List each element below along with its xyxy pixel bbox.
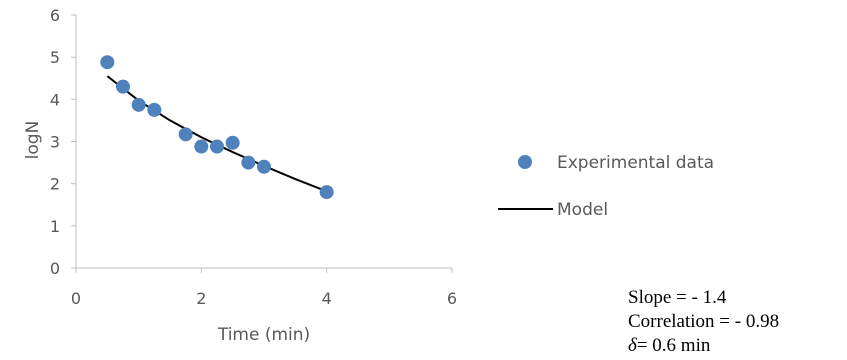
x-axis-title: Time (min) — [217, 325, 310, 345]
x-tick-label: 2 — [196, 289, 206, 308]
model-series — [106, 75, 328, 193]
stats-annotation: Slope = - 1.4 Correlation = - 0.98 δ= 0.… — [628, 286, 779, 358]
slope-text: Slope = - 1.4 — [628, 287, 727, 308]
chart-axes — [75, 15, 452, 269]
data-point — [100, 55, 115, 70]
data-point — [319, 185, 334, 200]
experimental-series — [100, 55, 334, 200]
x-axis-ticks: 0 2 4 6 — [71, 268, 457, 308]
data-point — [147, 102, 162, 117]
delta-text: δ= 0.6 min — [628, 334, 779, 358]
data-point — [241, 155, 256, 170]
data-point — [178, 127, 193, 142]
legend-label-model: Model — [557, 200, 608, 220]
data-point — [225, 135, 240, 150]
y-tick-label: 2 — [50, 175, 60, 194]
correlation-text: Correlation = - 0.98 — [628, 311, 780, 332]
chart-legend: Experimental data Model — [498, 153, 714, 220]
y-tick-label: 4 — [50, 90, 60, 109]
x-tick-label: 0 — [71, 289, 81, 308]
data-point — [194, 139, 209, 154]
y-tick-label: 0 — [50, 259, 60, 278]
data-point — [257, 159, 271, 174]
delta-symbol: δ — [628, 335, 637, 356]
data-point — [131, 97, 146, 112]
legend-label-experimental: Experimental data — [557, 153, 714, 173]
y-tick-label: 3 — [50, 133, 60, 152]
delta-value: = 0.6 min — [636, 335, 711, 356]
x-tick-label: 6 — [447, 289, 457, 308]
y-axis-ticks: 0 1 2 3 4 5 6 — [50, 6, 76, 278]
x-tick-label: 4 — [322, 289, 332, 308]
y-axis-title: logN — [23, 121, 43, 160]
data-point — [116, 79, 130, 94]
model-line — [106, 75, 328, 193]
data-point — [210, 139, 224, 154]
y-tick-label: 5 — [50, 48, 60, 67]
y-tick-label: 1 — [50, 217, 60, 236]
y-tick-label: 6 — [50, 6, 60, 25]
legend-marker-experimental — [518, 155, 532, 169]
